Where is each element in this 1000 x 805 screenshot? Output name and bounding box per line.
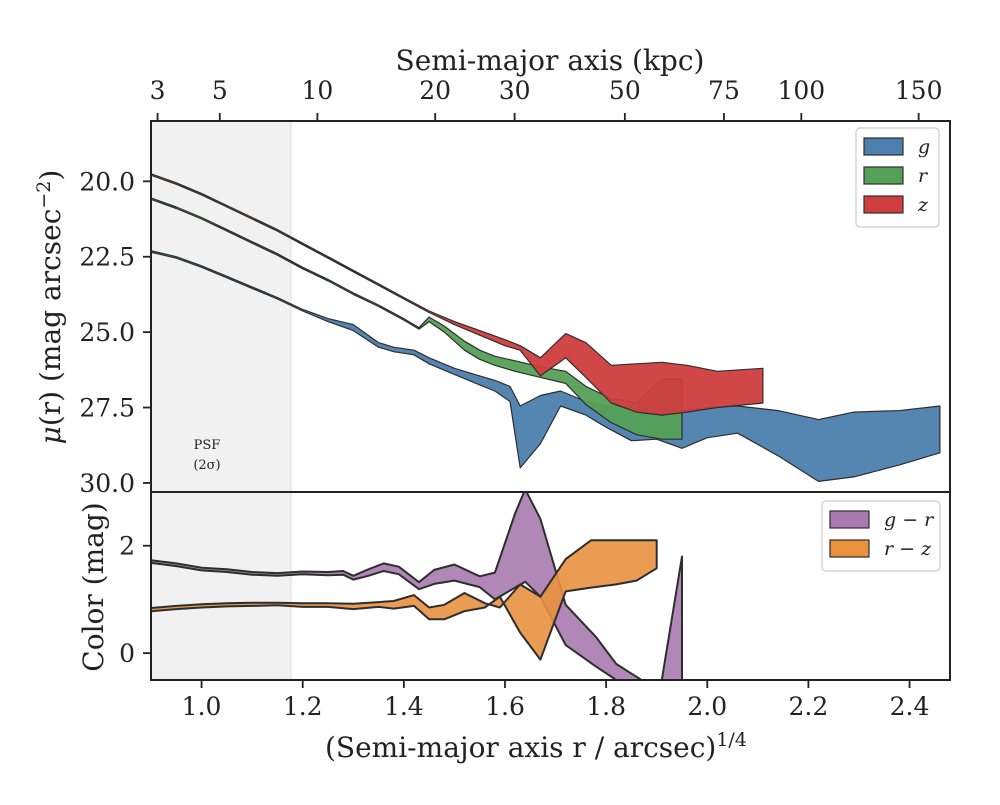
- top-axis-tick-label: 10: [301, 76, 333, 105]
- top-axis-tick-label: 150: [895, 76, 943, 105]
- legend-label: g − r: [884, 509, 935, 531]
- color-series: [151, 492, 683, 680]
- top-axis-tick-label: 20: [419, 76, 451, 105]
- top-axis-tick-label: 5: [212, 76, 228, 105]
- bottom-panel-frame: [150, 491, 951, 681]
- series-g-band: [151, 250, 941, 482]
- x-axis-tick-label: 1.4: [384, 692, 424, 721]
- legends: grz g − r r − z: [821, 127, 941, 572]
- x-label-exponent: 1/4: [716, 729, 747, 751]
- x-axis-tick-label: 1.6: [485, 692, 525, 721]
- y-label-exponent: −2: [33, 181, 55, 209]
- legend-label: z: [917, 194, 929, 216]
- x-axis-tick-label: 1.2: [283, 692, 323, 721]
- top-axis-tick-label: 3: [150, 76, 166, 105]
- axis-ticks: 3 5 10 20 30 50 75 100 150 20.0 22.5 25.0 27.5 30.0 0 2…: [79, 76, 942, 721]
- x-axis-tick-label: 1.0: [182, 692, 222, 721]
- psf-annotation: PSF (2σ): [193, 438, 220, 473]
- series-r-band: [151, 197, 683, 440]
- series-gr-band: [151, 492, 683, 680]
- top-panel-y-tick-label: 20.0: [79, 167, 135, 196]
- top-panel-legend: grz: [855, 127, 940, 228]
- series-rz-band: [151, 539, 658, 661]
- psf-label-line2: (2σ): [193, 458, 220, 473]
- panel-frames: [150, 120, 951, 681]
- top-axis-tick-label: 75: [708, 76, 740, 105]
- bottom-panel-y-axis-label: Color (mag): [77, 502, 110, 671]
- top-panel-y-axis-label: μ(r) (mag arcsec−2): [33, 170, 67, 445]
- bottom-panel-y-tick-label: 2: [119, 532, 135, 561]
- bottom-panel-legend: g − r r − z: [821, 500, 941, 572]
- legend-label: g: [918, 136, 930, 158]
- legend-swatch: [829, 510, 870, 529]
- top-axis-tick-label: 30: [499, 76, 531, 105]
- psf-shaded-region: [150, 120, 292, 681]
- top-axis-tick-label: 50: [609, 76, 641, 105]
- psf-shade-rect: [150, 120, 292, 681]
- x-axis-tick-label: 1.8: [586, 692, 626, 721]
- legend-swatch: [829, 539, 870, 558]
- legend-swatch: [863, 137, 904, 156]
- x-label-main: (Semi-major axis r / arcsec): [325, 731, 716, 764]
- x-axis-tick-label: 2.4: [890, 692, 930, 721]
- legend-label: r: [918, 165, 929, 187]
- legend-label: r − z: [884, 538, 932, 560]
- top-panel-y-tick-label: 27.5: [79, 394, 135, 423]
- legend-swatch: [863, 166, 904, 185]
- top-panel-y-tick-label: 22.5: [79, 243, 135, 272]
- y-label-close-paren: ): [34, 170, 67, 181]
- top-panel-y-tick-label: 30.0: [79, 469, 135, 498]
- bottom-x-axis-label: (Semi-major axis r / arcsec)1/4: [325, 729, 747, 764]
- top-axis-label: Semi-major axis (kpc): [396, 44, 705, 77]
- y-label-mu-part: μ: [34, 426, 67, 444]
- bottom-panel-y-tick-label: 0: [119, 639, 135, 668]
- x-axis-tick-label: 2.2: [789, 692, 829, 721]
- psf-label-line1: PSF: [194, 438, 221, 453]
- top-axis-tick-label: 100: [777, 76, 825, 105]
- surface-brightness-series: [151, 173, 941, 482]
- x-axis-tick-label: 2.0: [687, 692, 727, 721]
- top-panel-y-tick-label: 25.0: [79, 318, 135, 347]
- y-label-rest-part: (r) (mag arcsec: [34, 209, 67, 427]
- legend-swatch: [863, 195, 904, 214]
- series-z-band: [151, 173, 764, 416]
